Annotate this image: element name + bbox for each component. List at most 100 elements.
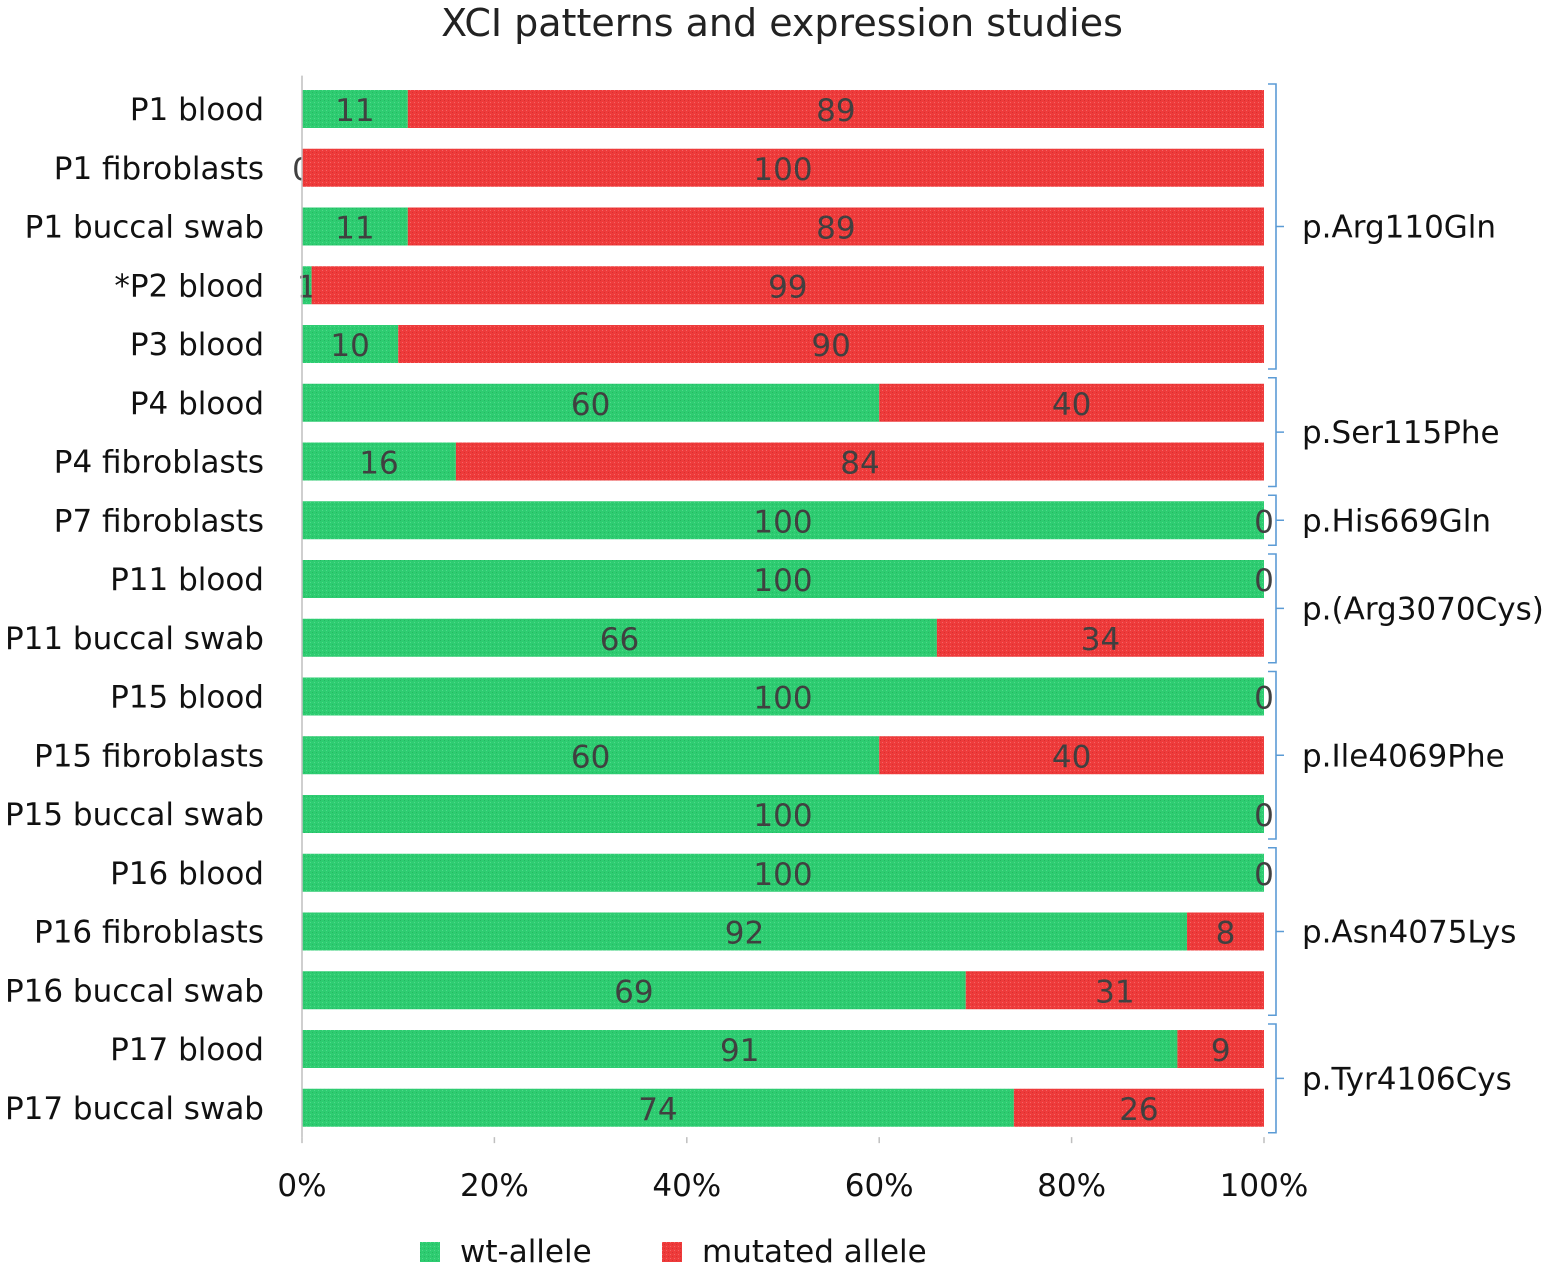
bar-segment-wt — [302, 1030, 1178, 1068]
bar-segment-wt — [302, 90, 408, 128]
x-tick-label: 100% — [1220, 1168, 1309, 1204]
data-label-wt: 74 — [638, 1092, 677, 1128]
x-tick-label: 0% — [277, 1168, 326, 1204]
group-label: p.(Arg3070Cys) — [1302, 591, 1544, 627]
data-label-wt: 60 — [571, 739, 610, 775]
data-label-mutated: 89 — [816, 211, 855, 247]
chart-title: XCI patterns and expression studies — [441, 1, 1123, 45]
data-label-mutated: 40 — [1052, 387, 1091, 423]
category-label: P7 fibroblasts — [54, 503, 264, 539]
category-label: P16 buccal swab — [5, 973, 264, 1009]
bar-segment-wt — [302, 207, 408, 246]
category-label: P1 buccal swab — [25, 210, 264, 246]
bar-segment-wt — [302, 383, 880, 422]
data-label-mutated: 0 — [1254, 857, 1274, 893]
bar-segment-mutated — [398, 325, 1264, 363]
data-label-mutated: 84 — [840, 446, 879, 482]
bar-segment-wt — [302, 795, 1264, 833]
bar-segment-mutated — [1013, 1088, 1264, 1127]
bar-segment-wt — [302, 266, 312, 305]
x-tick-label: 40% — [652, 1168, 721, 1204]
bar-segment-mutated — [1177, 1030, 1264, 1068]
group-label: p.Ile4069Phe — [1302, 738, 1505, 774]
legend-swatch-mutated — [662, 1242, 682, 1262]
bar-segment-mutated — [311, 266, 1264, 305]
group-bracket — [1268, 670, 1284, 840]
bar-segment-mutated — [302, 148, 1264, 187]
legend-swatch-wt — [420, 1242, 440, 1262]
category-label: P16 fibroblasts — [34, 915, 264, 951]
legend-label-wt: wt-allele — [460, 1234, 592, 1270]
data-label-wt: 16 — [359, 446, 398, 482]
bar-segment-wt — [302, 560, 1264, 598]
group-label: p.Arg110Gln — [1302, 210, 1496, 246]
group-bracket — [1268, 1023, 1284, 1134]
data-label-mutated: 8 — [1216, 916, 1236, 952]
category-label: *P2 blood — [114, 268, 264, 304]
data-label-wt: 91 — [720, 1033, 759, 1069]
category-label: P15 buccal swab — [5, 797, 264, 833]
bar-segment-mutated — [879, 383, 1264, 422]
group-bracket — [1268, 83, 1284, 370]
x-tick-label: 60% — [845, 1168, 914, 1204]
data-label-mutated: 99 — [768, 269, 807, 305]
group-label: p.Asn4075Lys — [1302, 915, 1516, 951]
data-label-wt: 66 — [600, 622, 639, 658]
bar-segment-mutated — [936, 618, 1264, 657]
bar-segment-mutated — [455, 442, 1264, 481]
category-label: P1 blood — [130, 92, 264, 128]
bar-segment-mutated — [407, 207, 1264, 246]
data-label-wt: 10 — [330, 328, 369, 364]
data-label-mutated: 0 — [1254, 681, 1274, 717]
category-label: P16 blood — [110, 856, 264, 892]
group-label: p.His669Gln — [1302, 503, 1491, 539]
bar-segment-wt — [302, 501, 1264, 540]
x-tick-label: 20% — [460, 1168, 529, 1204]
data-label-wt: 100 — [753, 798, 812, 834]
data-label-wt: 100 — [753, 563, 812, 599]
group-bracket — [1268, 553, 1284, 664]
data-label-mutated: 0 — [1254, 798, 1274, 834]
data-label-mutated: 26 — [1119, 1092, 1158, 1128]
category-label: P4 blood — [130, 386, 264, 422]
category-label: P1 fibroblasts — [54, 151, 264, 187]
data-label-mutated: 0 — [1254, 504, 1274, 540]
category-label: P15 fibroblasts — [34, 738, 264, 774]
group-label: p.Ser115Phe — [1302, 415, 1500, 451]
data-label-mutated: 90 — [811, 328, 850, 364]
bar-segment-wt — [302, 1088, 1014, 1127]
data-label-mutated: 89 — [816, 93, 855, 129]
data-label-mutated: 9 — [1211, 1033, 1231, 1069]
legend-label-mutated: mutated allele — [702, 1234, 927, 1270]
data-label-wt: 69 — [614, 974, 653, 1010]
category-label: P11 blood — [110, 562, 264, 598]
data-label-wt: 92 — [725, 916, 764, 952]
category-label: P3 blood — [130, 327, 264, 363]
bar-segment-wt — [302, 442, 456, 481]
data-label-mutated: 0 — [1254, 563, 1274, 599]
bar-segment-mutated — [879, 736, 1264, 775]
bar-segment-wt — [302, 853, 1264, 892]
x-tick-label: 80% — [1037, 1168, 1106, 1204]
group-bracket — [1268, 494, 1284, 547]
bar-segment-mutated — [407, 90, 1264, 128]
data-label-mutated: 100 — [753, 152, 812, 188]
bar-segment-mutated — [1187, 912, 1264, 951]
data-label-wt: 11 — [335, 93, 374, 129]
data-label-wt: 60 — [571, 387, 610, 423]
data-label-mutated: 34 — [1081, 622, 1120, 658]
category-label: P17 buccal swab — [5, 1091, 264, 1127]
data-label-wt: 100 — [753, 504, 812, 540]
bar-segment-wt — [302, 677, 1264, 716]
bar-segment-wt — [302, 912, 1188, 951]
bar-segment-wt — [302, 325, 399, 363]
category-label: P17 blood — [110, 1032, 264, 1068]
group-bracket — [1268, 846, 1284, 1017]
data-label-mutated: 40 — [1052, 739, 1091, 775]
group-label: p.Tyr4106Cys — [1302, 1061, 1512, 1097]
bar-segment-wt — [302, 971, 966, 1010]
bar-segment-wt — [302, 736, 880, 775]
